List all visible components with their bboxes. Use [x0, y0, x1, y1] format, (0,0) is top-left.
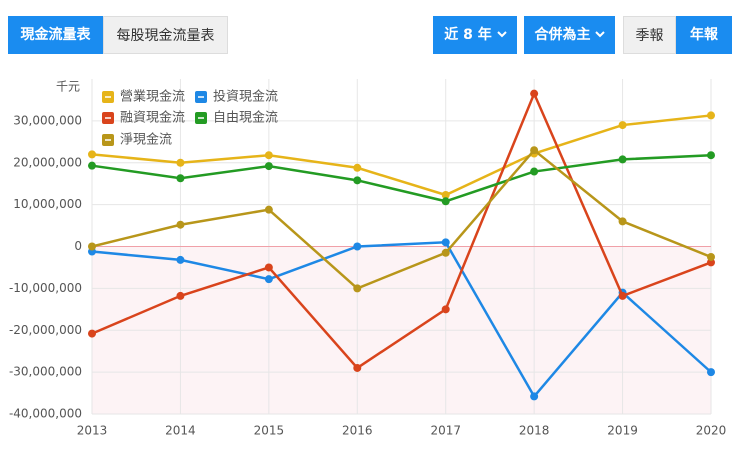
point	[176, 220, 185, 229]
y-tick-label: -30,000,000	[9, 365, 82, 379]
point	[441, 190, 450, 199]
point	[530, 89, 539, 98]
x-tick-label: 2017	[430, 424, 461, 438]
point	[264, 205, 273, 214]
point	[88, 242, 96, 251]
point	[176, 255, 185, 264]
point	[353, 176, 362, 185]
point	[353, 242, 362, 251]
point	[441, 305, 450, 314]
legend-item: 淨現金流	[102, 132, 172, 148]
point	[264, 263, 273, 272]
point	[176, 174, 185, 183]
legend-swatch	[102, 134, 114, 146]
point	[264, 162, 273, 171]
point	[530, 392, 539, 401]
point	[530, 149, 539, 158]
x-tick-label: 2015	[254, 424, 285, 438]
legend-item: 營業現金流	[102, 89, 185, 105]
point	[707, 111, 715, 120]
point	[353, 163, 362, 172]
x-tick-label: 2014	[165, 424, 196, 438]
y-tick-label: -20,000,000	[9, 323, 82, 337]
dropdown[interactable]: 近 8 年	[433, 16, 517, 54]
dropdown[interactable]: 合併為主	[524, 16, 615, 54]
tab[interactable]: 現金流量表	[8, 16, 103, 54]
legend-swatch	[195, 91, 207, 103]
series-line	[91, 148, 712, 290]
legend-swatch	[102, 112, 114, 124]
legend-label: 淨現金流	[120, 132, 172, 148]
x-tick-label: 2019	[607, 424, 638, 438]
point	[353, 284, 362, 293]
point	[264, 275, 273, 284]
label: 合併為主	[534, 27, 591, 43]
point	[264, 151, 273, 160]
legend-label: 融資現金流	[120, 110, 185, 126]
y-tick-label: 30,000,000	[13, 113, 82, 127]
point	[618, 217, 627, 226]
legend-swatch	[195, 112, 207, 124]
legend-label: 營業現金流	[120, 89, 185, 105]
point	[353, 363, 362, 372]
point	[88, 150, 96, 159]
series-line	[91, 241, 712, 399]
point	[88, 161, 96, 170]
toggle[interactable]: 季報	[623, 16, 676, 54]
y-unit: 千元	[56, 80, 80, 94]
legend-item: 融資現金流	[102, 110, 185, 126]
point	[88, 329, 96, 338]
point	[441, 238, 450, 247]
point	[88, 247, 96, 256]
negative-area	[92, 246, 711, 414]
point	[618, 121, 627, 130]
label: 近 8 年	[444, 27, 492, 43]
legend-swatch	[102, 91, 114, 103]
x-tick-label: 2016	[342, 424, 373, 438]
y-tick-label: -10,000,000	[9, 281, 82, 295]
y-tick-label: -40,000,000	[9, 407, 82, 421]
y-tick-label: 0	[74, 239, 82, 253]
point	[176, 291, 185, 300]
point	[530, 167, 539, 176]
x-tick-label: 2020	[696, 424, 727, 438]
point	[618, 291, 627, 300]
point	[618, 288, 627, 297]
legend-item: 投資現金流	[195, 89, 278, 105]
y-tick-label: 10,000,000	[13, 197, 82, 211]
chevron	[595, 31, 605, 38]
x-tick-label: 2018	[519, 424, 550, 438]
point	[176, 158, 185, 167]
chevron	[497, 31, 507, 38]
point	[441, 248, 450, 257]
point	[530, 146, 539, 155]
series-line	[91, 153, 712, 203]
y-tick-label: 20,000,000	[13, 155, 82, 169]
series-line	[91, 90, 712, 370]
toggle[interactable]: 年報	[676, 16, 732, 54]
point	[707, 151, 715, 160]
tab[interactable]: 每股現金流量表	[103, 16, 228, 54]
legend-label: 投資現金流	[213, 89, 278, 105]
series-line	[91, 114, 712, 197]
legend-item: 自由現金流	[195, 110, 278, 126]
point	[707, 252, 715, 261]
x-tick-label: 2013	[77, 424, 108, 438]
legend-label: 自由現金流	[213, 110, 278, 126]
point	[441, 197, 450, 206]
point	[618, 155, 627, 164]
point	[707, 368, 715, 377]
point	[707, 258, 715, 267]
